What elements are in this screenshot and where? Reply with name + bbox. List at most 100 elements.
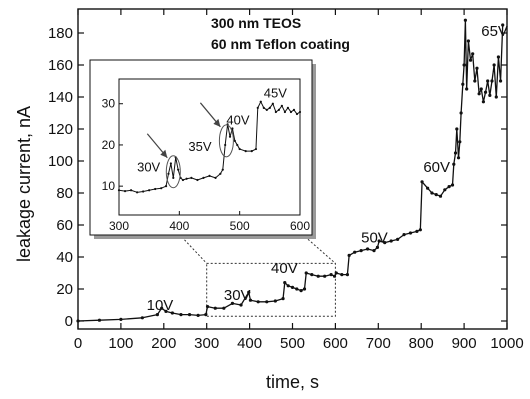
main-data-point: [230, 301, 235, 305]
main-data-point: [389, 239, 393, 243]
inset-data-point: [259, 100, 262, 103]
main-data-point: [483, 90, 488, 94]
main-data-point: [286, 284, 290, 288]
main-data-point: [140, 316, 144, 320]
inset-arrow-head: [160, 149, 168, 158]
main-data-point: [461, 82, 465, 86]
inset-data-point: [244, 150, 247, 153]
main-data-point: [160, 306, 164, 310]
inset-data-point: [221, 168, 224, 171]
main-x-tick-label: 100: [108, 335, 133, 352]
main-data-point: [443, 188, 447, 192]
inset-y-tick-label: 20: [102, 138, 116, 152]
main-data-point: [304, 271, 308, 275]
main-data-point: [496, 55, 501, 59]
inset-voltage-label: 30V: [137, 160, 160, 175]
main-data-point: [359, 249, 363, 253]
main-y-tick-label: 100: [48, 153, 73, 170]
main-data-point: [463, 18, 467, 22]
inset-data-point: [254, 147, 258, 151]
main-data-point: [402, 233, 406, 237]
inset-y-tick-label: 10: [102, 179, 116, 193]
main-y-tick-label: 180: [48, 25, 73, 42]
inset-data-point: [233, 139, 236, 142]
main-data-point: [383, 241, 387, 245]
main-data-point: [155, 313, 159, 317]
main-data-point: [283, 281, 287, 285]
main-y-tick-label: 140: [48, 89, 73, 106]
main-data-point: [170, 311, 174, 315]
main-data-point: [179, 313, 183, 317]
main-data-point: [290, 285, 295, 289]
main-data-point: [256, 300, 260, 304]
inset-highlight-circle: [218, 124, 234, 158]
inset-data-point: [142, 190, 145, 193]
main-data-point: [438, 194, 443, 198]
main-data-point: [204, 313, 208, 317]
main-data-point: [239, 303, 243, 307]
main-data-point: [498, 79, 503, 83]
zoom-connector-right: [301, 233, 336, 264]
main-x-tick-label: 700: [366, 335, 391, 352]
inset-data-point: [280, 104, 283, 107]
main-data-point: [477, 92, 481, 96]
main-x-tick-label: 0: [74, 335, 82, 352]
inset-data-point: [277, 108, 280, 112]
inset-data-point: [196, 178, 199, 182]
main-y-tick-label: 80: [56, 185, 73, 202]
main-data-point: [501, 23, 505, 27]
main-data-point: [453, 151, 458, 155]
main-data-point: [494, 95, 498, 99]
inset-plot-frame: [118, 78, 301, 216]
main-data-point: [475, 66, 479, 70]
main-data-point: [430, 191, 434, 195]
inset-data-point: [292, 108, 296, 112]
x-axis-title: time, s: [266, 372, 319, 392]
inset-data-point: [177, 168, 180, 171]
main-data-point: [247, 290, 251, 294]
main-data-point: [329, 273, 333, 277]
inset-data-point: [283, 110, 287, 114]
zoom-connector-left: [178, 233, 208, 264]
main-data-point: [452, 162, 456, 166]
inset-data-point: [202, 176, 205, 180]
inset-data-point: [219, 172, 222, 175]
main-data-point: [76, 319, 80, 323]
inset-voltage-label: 35V: [188, 139, 211, 154]
main-data-point: [347, 253, 351, 257]
main-voltage-label: 60V: [423, 159, 450, 176]
inset-data-point: [224, 143, 227, 147]
inset-voltage-label: 40V: [226, 112, 249, 127]
main-data-point: [345, 273, 350, 277]
inset-x-tick-label: 600: [290, 219, 310, 233]
main-data-point: [299, 289, 303, 293]
main-data-point: [248, 298, 253, 302]
main-data-point: [295, 287, 299, 291]
main-data-point: [450, 183, 455, 187]
inset-data-point: [123, 189, 127, 193]
main-data-point: [365, 247, 370, 251]
main-data-point: [353, 250, 357, 254]
main-data-point: [420, 180, 424, 184]
inset-data-point: [274, 110, 277, 114]
chart-annotation: 60 nm Teflon coating: [211, 36, 350, 52]
main-voltage-label: 30V: [224, 287, 251, 304]
inset-voltage-label: 45V: [264, 86, 287, 101]
main-data-point: [377, 239, 381, 243]
main-data-point: [265, 300, 269, 304]
inset-highlight-circle: [165, 155, 181, 189]
main-data-point: [164, 309, 168, 313]
inset-data-point: [228, 135, 232, 138]
inset-data-point: [136, 191, 139, 194]
inset-data-point: [169, 162, 172, 165]
inset-y-tick-label: 30: [102, 97, 116, 111]
inset-data-point: [129, 189, 133, 192]
inset-data-point: [256, 106, 259, 109]
main-data-point: [466, 39, 470, 43]
inset-panel: [89, 59, 313, 236]
main-data-point: [471, 52, 475, 56]
inset-data-point: [298, 110, 302, 114]
main-voltage-label: 40V: [271, 260, 298, 277]
main-y-tick-label: 160: [48, 57, 73, 74]
